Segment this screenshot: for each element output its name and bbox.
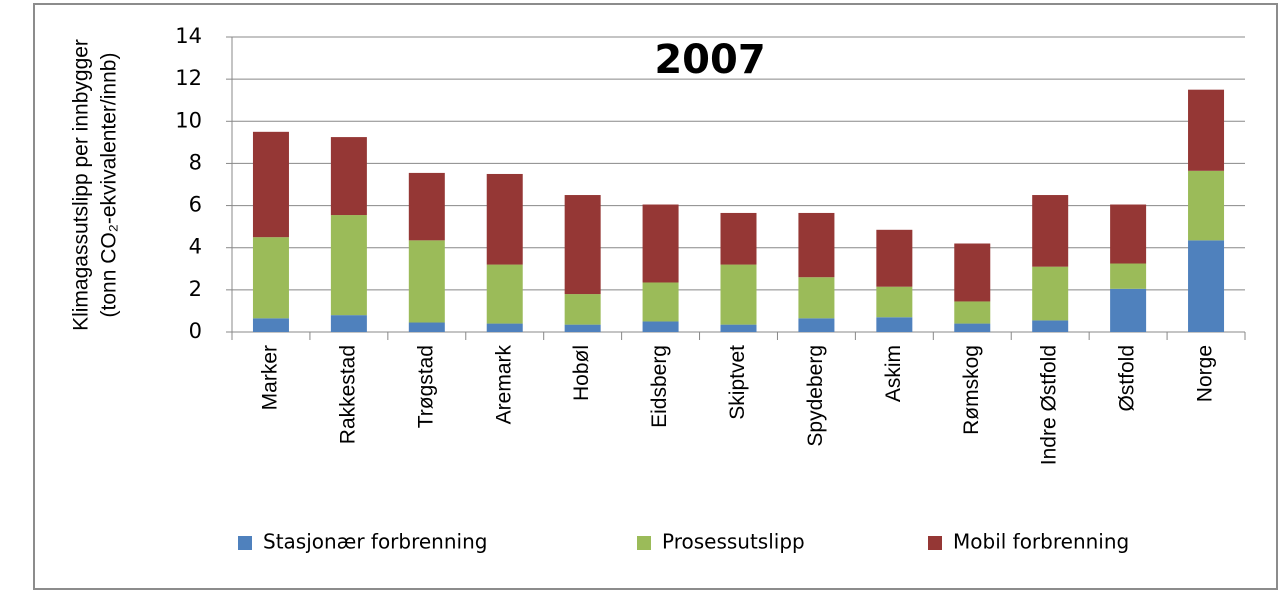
- y-tick-label: 4: [189, 235, 202, 259]
- bar-segment: [642, 321, 679, 332]
- bar-segment: [564, 195, 601, 295]
- bar-segment: [798, 212, 835, 278]
- y-axis-title-line: (tonn CO₂-ekvivalenter/innb): [98, 53, 121, 318]
- bar-segment: [954, 301, 991, 324]
- bar-segment: [486, 264, 523, 324]
- x-tick-label: Rømskog: [960, 345, 983, 435]
- x-tick-label: Indre Østfold: [1038, 345, 1061, 465]
- bar-segment: [564, 294, 601, 325]
- legend-swatch: [238, 536, 252, 550]
- bar-segment: [408, 172, 445, 241]
- bar-segment: [408, 322, 445, 332]
- y-tick-label: 14: [175, 24, 202, 48]
- bar-segment: [564, 324, 601, 332]
- bar-segment: [408, 240, 445, 323]
- bar-segment: [252, 131, 289, 238]
- bar-segment: [330, 315, 367, 332]
- legend-label: Mobil forbrenning: [953, 530, 1129, 554]
- bar-segment: [1188, 240, 1225, 332]
- x-tick-label: Rakkestad: [336, 345, 359, 444]
- bar-segment: [876, 286, 913, 318]
- legend-label: Prosessutslipp: [662, 530, 805, 554]
- bar-segment: [1188, 170, 1225, 241]
- bar-segment: [1188, 89, 1225, 171]
- bar-segment: [1110, 204, 1147, 264]
- bar-segment: [252, 318, 289, 332]
- x-tick-label: Spydeberg: [804, 345, 827, 447]
- bar-segment: [330, 215, 367, 316]
- bar-segment: [1032, 195, 1069, 267]
- x-tick-label: Østfold: [1116, 345, 1139, 412]
- bar-segment: [1032, 266, 1069, 321]
- bar-segment: [642, 204, 679, 283]
- x-tick-label: Aremark: [492, 345, 515, 425]
- bar-segment: [876, 229, 913, 287]
- bar-segment: [954, 323, 991, 332]
- bar-segment: [486, 323, 523, 332]
- x-tick-label: Skiptvet: [726, 345, 749, 420]
- x-tick-label: Askim: [882, 345, 905, 402]
- legend-label: Stasjonær forbrenning: [263, 530, 487, 554]
- y-tick-label: 8: [189, 150, 202, 174]
- bar-segment: [798, 277, 835, 319]
- y-tick-label: 6: [189, 193, 202, 217]
- bar-segment: [642, 282, 679, 322]
- x-tick-label: Eidsberg: [648, 345, 671, 428]
- bar-segment: [486, 173, 523, 265]
- chart-title: 2007: [654, 37, 765, 83]
- bar-segment: [720, 264, 757, 325]
- y-tick-label: 12: [175, 66, 202, 90]
- bar-segment: [1032, 320, 1069, 332]
- bar-segment: [720, 324, 757, 332]
- y-tick-label: 0: [189, 319, 202, 343]
- legend-swatch: [637, 536, 651, 550]
- bar-segment: [876, 317, 913, 332]
- y-tick-label: 2: [189, 277, 202, 301]
- bar-segment: [954, 243, 991, 302]
- legend-swatch: [928, 536, 942, 550]
- x-tick-label: Trøgstad: [414, 345, 437, 428]
- bar-segment: [798, 318, 835, 332]
- x-tick-label: Hobøl: [570, 345, 593, 401]
- x-tick-label: Norge: [1194, 345, 1217, 402]
- x-tick-label: Marker: [259, 345, 282, 410]
- bar-segment: [330, 137, 367, 216]
- bar-segment: [252, 237, 289, 319]
- y-axis-title-line: Klimagassutslipp per innbygger: [70, 39, 93, 331]
- y-tick-label: 10: [175, 108, 202, 132]
- bar-segment: [1110, 288, 1147, 332]
- y-axis-title: Klimagassutslipp per innbygger (tonn CO₂…: [70, 39, 121, 331]
- bar-segment: [720, 212, 757, 265]
- bar-segment: [1110, 263, 1147, 289]
